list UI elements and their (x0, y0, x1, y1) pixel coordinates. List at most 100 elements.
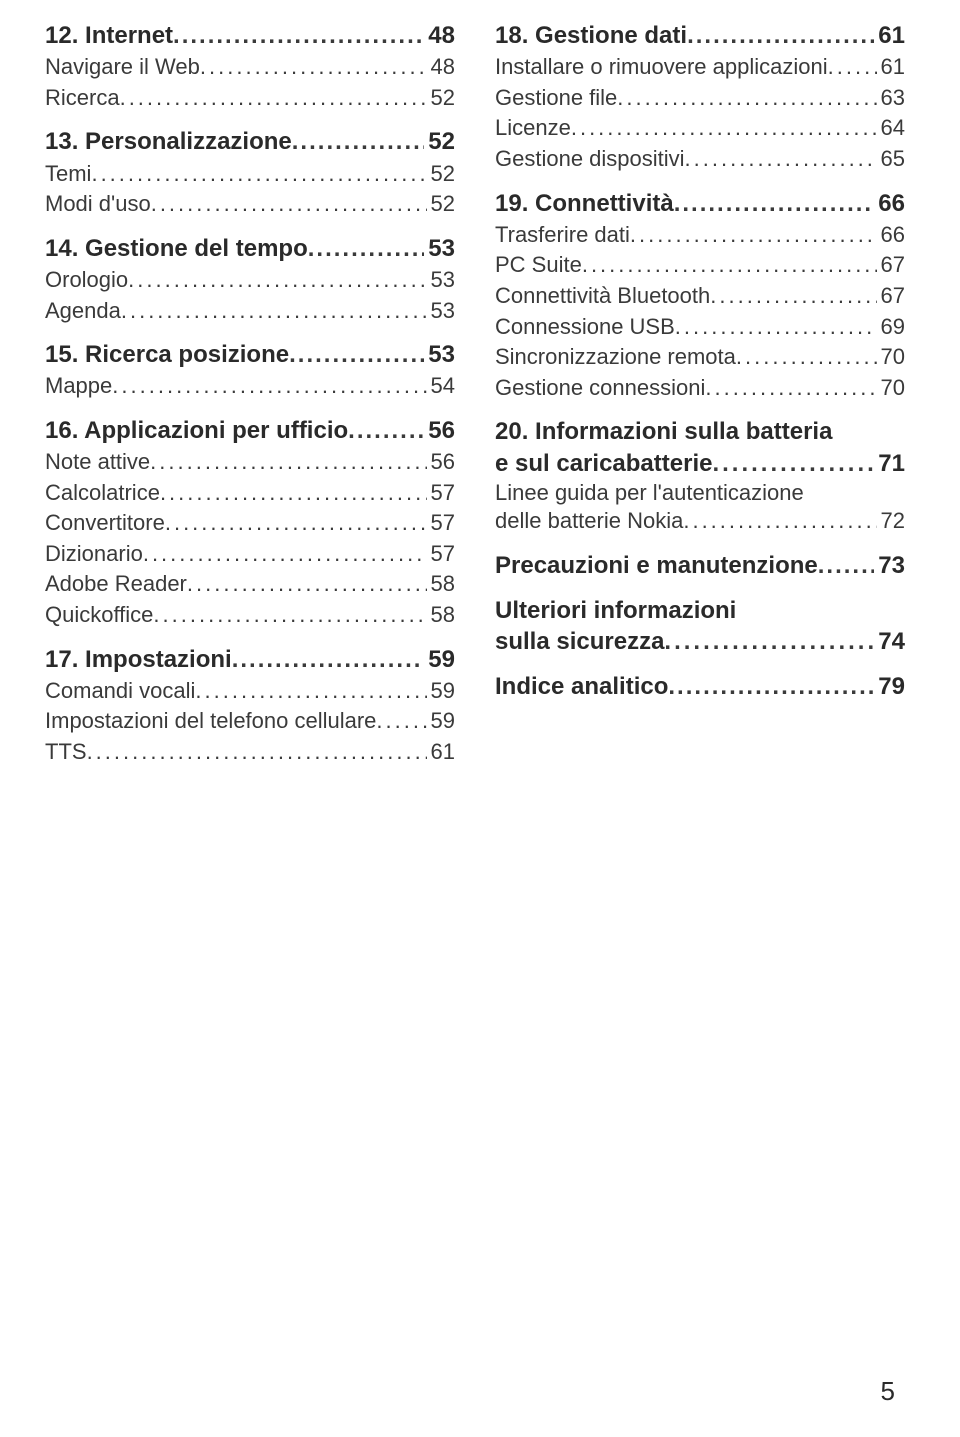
toc-heading: 14. Gestione del tempo..................… (45, 233, 455, 264)
toc-label: 13. Personalizzazione (45, 126, 292, 157)
toc-page: 56 (427, 448, 455, 477)
toc-entry-multiline: Linee guida per l'autenticazionedelle ba… (495, 479, 905, 536)
toc-page: 52 (427, 160, 455, 189)
toc-label: Installare o rimuovere applicazioni (495, 53, 828, 82)
toc-leader-dots: ........................................… (289, 339, 424, 370)
toc-leader-dots: ........................................… (710, 282, 876, 311)
toc-label: sulla sicurezza (495, 626, 664, 657)
toc-entry: Connessione USB.........................… (495, 313, 905, 342)
toc-leader-dots: ........................................… (828, 53, 877, 82)
toc-page: 61 (427, 738, 455, 767)
toc-label: Adobe Reader (45, 570, 187, 599)
toc-leader-dots: ........................................… (143, 540, 427, 569)
toc-entry: Calcolatrice............................… (45, 479, 455, 508)
toc-leader-dots: ........................................… (150, 448, 426, 477)
toc-entry: Licenze.................................… (495, 114, 905, 143)
toc-entry: Convertitore............................… (45, 509, 455, 538)
toc-label: TTS (45, 738, 87, 767)
toc-page: 63 (877, 84, 905, 113)
toc-label: Orologio (45, 266, 128, 295)
toc-label: Trasferire dati (495, 221, 630, 250)
toc-page: 61 (874, 20, 905, 51)
toc-leader-dots: ........................................… (818, 550, 875, 581)
toc-label: Gestione connessioni (495, 374, 705, 403)
toc-page: 59 (424, 644, 455, 675)
toc-label: Navigare il Web (45, 53, 200, 82)
toc-page: 72 (877, 507, 905, 536)
toc-heading-multiline: Ulteriori informazionisulla sicurezza...… (495, 595, 905, 657)
toc-page: 52 (427, 190, 455, 219)
toc-page: 57 (427, 540, 455, 569)
toc-label: Licenze (495, 114, 571, 143)
toc-page: 66 (877, 221, 905, 250)
toc-label: Comandi vocali (45, 677, 195, 706)
toc-heading: Indice analitico........................… (495, 671, 905, 702)
toc-page: 59 (427, 677, 455, 706)
toc-heading: 12. Internet............................… (45, 20, 455, 51)
toc-leader-dots: ........................................… (674, 188, 875, 219)
toc-entry: Mappe...................................… (45, 372, 455, 401)
toc-label: e sul caricabatterie (495, 448, 712, 479)
toc-page: 52 (424, 126, 455, 157)
toc-label: 18. Gestione dati (495, 20, 687, 51)
toc-leader-dots: ........................................… (232, 644, 425, 675)
toc-leader-dots: ........................................… (195, 677, 426, 706)
toc-page: 52 (427, 84, 455, 113)
toc-entry: Navigare il Web.........................… (45, 53, 455, 82)
toc-label: 16. Applicazioni per ufficio (45, 415, 348, 446)
toc-column-left: 12. Internet............................… (45, 20, 455, 769)
toc-label: Connettività Bluetooth (495, 282, 710, 311)
toc-leader-dots: ........................................… (668, 671, 874, 702)
toc-leader-dots: ........................................… (187, 570, 427, 599)
toc-heading: Precauzioni e manutenzione..............… (495, 550, 905, 581)
toc-page: 64 (877, 114, 905, 143)
toc-entry: Trasferire dati.........................… (495, 221, 905, 250)
toc-page: 57 (427, 509, 455, 538)
toc-label: 14. Gestione del tempo (45, 233, 308, 264)
toc-label: Linee guida per l'autenticazione (495, 479, 905, 508)
toc-leader-dots: ........................................… (617, 84, 876, 113)
toc-columns: 12. Internet............................… (45, 20, 905, 769)
toc-entry: Dizionario..............................… (45, 540, 455, 569)
toc-label: Mappe (45, 372, 112, 401)
toc-page: 79 (874, 671, 905, 702)
toc-label: Agenda (45, 297, 121, 326)
toc-leader-dots: ........................................… (121, 297, 427, 326)
toc-label: 20. Informazioni sulla batteria (495, 416, 905, 447)
toc-page: 56 (424, 415, 455, 446)
toc-entry: Connettività Bluetooth..................… (495, 282, 905, 311)
toc-entry: Sincronizzazione remota.................… (495, 343, 905, 372)
toc-heading: 16. Applicazioni per ufficio............… (45, 415, 455, 446)
toc-leader-dots: ........................................… (151, 190, 427, 219)
toc-label: Impostazioni del telefono cellulare (45, 707, 376, 736)
toc-leader-dots: ........................................… (582, 251, 877, 280)
toc-label: Ulteriori informazioni (495, 595, 905, 626)
toc-label: Temi (45, 160, 91, 189)
toc-leader-dots: ........................................… (675, 313, 877, 342)
toc-page: 74 (874, 626, 905, 657)
toc-leader-dots: ........................................… (128, 266, 426, 295)
toc-page: 65 (877, 145, 905, 174)
toc-label: 17. Impostazioni (45, 644, 232, 675)
toc-leader-dots: ........................................… (683, 507, 876, 536)
page-number: 5 (881, 1376, 895, 1407)
toc-leader-dots: ........................................… (91, 160, 426, 189)
toc-label: Connessione USB (495, 313, 675, 342)
toc-label: Quickoffice (45, 601, 153, 630)
toc-entry: Gestione connessioni....................… (495, 374, 905, 403)
toc-leader-dots: ........................................… (736, 343, 877, 372)
toc-page: 66 (874, 188, 905, 219)
toc-page: 53 (427, 297, 455, 326)
toc-label: Precauzioni e manutenzione (495, 550, 818, 581)
toc-label: Gestione dispositivi (495, 145, 685, 174)
toc-page: 53 (424, 233, 455, 264)
toc-label: Gestione file (495, 84, 617, 113)
toc-leader-dots: ........................................… (87, 738, 427, 767)
toc-leader-dots: ........................................… (292, 126, 425, 157)
toc-heading: 19. Connettività........................… (495, 188, 905, 219)
toc-label: Indice analitico (495, 671, 668, 702)
toc-label: delle batterie Nokia (495, 507, 683, 536)
toc-leader-dots: ........................................… (685, 145, 877, 174)
toc-heading: 18. Gestione dati.......................… (495, 20, 905, 51)
toc-leader-dots: ........................................… (200, 53, 427, 82)
